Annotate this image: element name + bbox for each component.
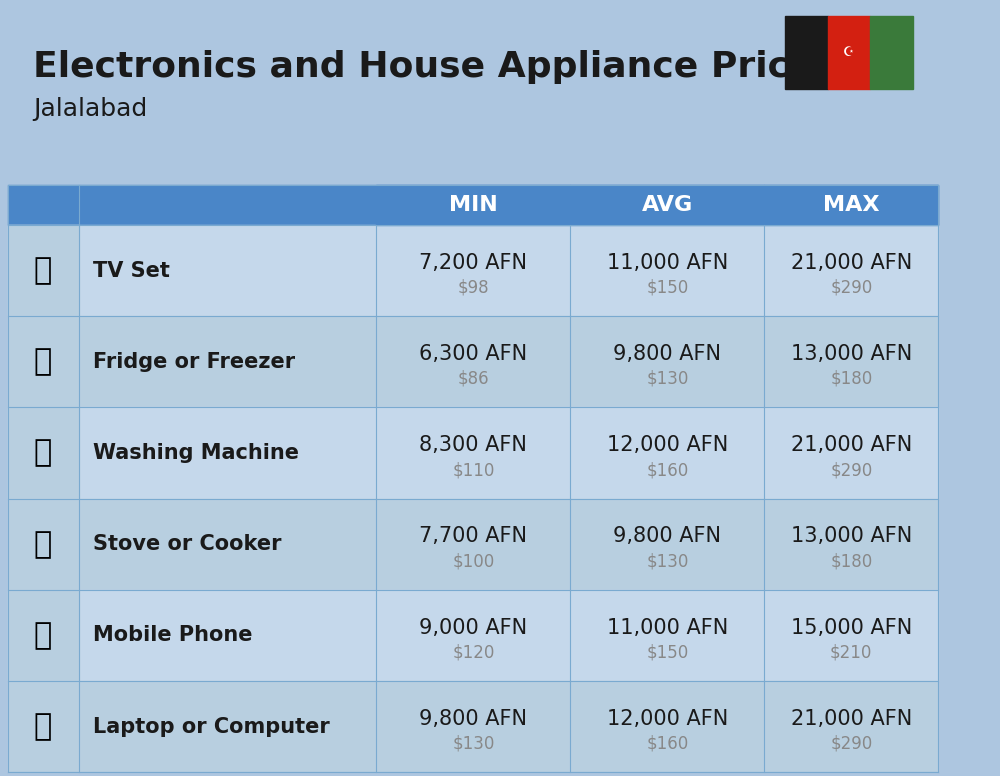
Text: $130: $130 xyxy=(452,735,495,753)
Bar xyxy=(0,0,946,186)
Text: 🫧: 🫧 xyxy=(34,438,52,467)
Bar xyxy=(8,185,938,225)
Text: MAX: MAX xyxy=(823,195,880,215)
Text: 21,000 AFN: 21,000 AFN xyxy=(791,253,912,273)
Bar xyxy=(8,407,79,499)
Bar xyxy=(870,16,913,89)
Text: 13,000 AFN: 13,000 AFN xyxy=(791,526,912,546)
Bar xyxy=(570,185,764,225)
Text: $130: $130 xyxy=(646,553,689,570)
Bar xyxy=(8,407,938,499)
Text: 9,800 AFN: 9,800 AFN xyxy=(613,344,721,364)
Text: $150: $150 xyxy=(646,279,688,296)
Bar xyxy=(8,499,938,590)
Bar xyxy=(785,16,828,89)
Bar xyxy=(764,185,938,225)
Text: 📺: 📺 xyxy=(34,256,52,285)
Text: Laptop or Computer: Laptop or Computer xyxy=(93,716,329,736)
Text: AVG: AVG xyxy=(642,195,693,215)
Text: 9,800 AFN: 9,800 AFN xyxy=(419,708,527,729)
Text: $160: $160 xyxy=(646,735,688,753)
Text: Stove or Cooker: Stove or Cooker xyxy=(93,534,281,554)
Text: 💻: 💻 xyxy=(34,712,52,741)
Text: 21,000 AFN: 21,000 AFN xyxy=(791,708,912,729)
Text: 📱: 📱 xyxy=(34,621,52,650)
Text: 🧊: 🧊 xyxy=(34,348,52,376)
Bar xyxy=(8,681,938,772)
Text: $290: $290 xyxy=(830,735,872,753)
Text: $130: $130 xyxy=(646,370,689,388)
Text: $100: $100 xyxy=(452,553,495,570)
Bar xyxy=(8,499,79,590)
Text: 12,000 AFN: 12,000 AFN xyxy=(607,435,728,456)
Text: TV Set: TV Set xyxy=(93,261,170,281)
Bar xyxy=(8,590,79,681)
Text: $86: $86 xyxy=(458,370,489,388)
Text: 12,000 AFN: 12,000 AFN xyxy=(607,708,728,729)
Text: $180: $180 xyxy=(830,370,872,388)
Bar xyxy=(8,590,938,681)
Text: $290: $290 xyxy=(830,461,872,479)
Text: 6,300 AFN: 6,300 AFN xyxy=(419,344,527,364)
Text: 8,300 AFN: 8,300 AFN xyxy=(419,435,527,456)
Text: 7,700 AFN: 7,700 AFN xyxy=(419,526,527,546)
Text: $160: $160 xyxy=(646,461,688,479)
Text: 11,000 AFN: 11,000 AFN xyxy=(607,253,728,273)
Text: 13,000 AFN: 13,000 AFN xyxy=(791,344,912,364)
Text: $290: $290 xyxy=(830,279,872,296)
Text: $120: $120 xyxy=(452,643,495,661)
Bar xyxy=(376,185,570,225)
Text: 9,800 AFN: 9,800 AFN xyxy=(613,526,721,546)
Bar xyxy=(8,681,79,772)
Text: 15,000 AFN: 15,000 AFN xyxy=(791,618,912,638)
Text: $98: $98 xyxy=(458,279,489,296)
Bar xyxy=(8,225,938,317)
Bar xyxy=(8,317,938,407)
Text: $110: $110 xyxy=(452,461,495,479)
Text: Washing Machine: Washing Machine xyxy=(93,443,299,463)
Text: Electronics and House Appliance Prices: Electronics and House Appliance Prices xyxy=(33,50,835,85)
Text: 🔥: 🔥 xyxy=(34,530,52,559)
Text: $150: $150 xyxy=(646,643,688,661)
Text: ☪: ☪ xyxy=(843,46,855,59)
Text: Fridge or Freezer: Fridge or Freezer xyxy=(93,352,295,372)
Bar xyxy=(8,317,79,407)
Text: $210: $210 xyxy=(830,643,872,661)
Text: 21,000 AFN: 21,000 AFN xyxy=(791,435,912,456)
Text: Mobile Phone: Mobile Phone xyxy=(93,625,252,646)
Text: $180: $180 xyxy=(830,553,872,570)
Bar xyxy=(8,225,79,317)
Text: 11,000 AFN: 11,000 AFN xyxy=(607,618,728,638)
Text: MIN: MIN xyxy=(449,195,498,215)
Text: 9,000 AFN: 9,000 AFN xyxy=(419,618,527,638)
Bar xyxy=(828,16,870,89)
Text: Jalalabad: Jalalabad xyxy=(33,97,147,121)
Text: 7,200 AFN: 7,200 AFN xyxy=(419,253,527,273)
